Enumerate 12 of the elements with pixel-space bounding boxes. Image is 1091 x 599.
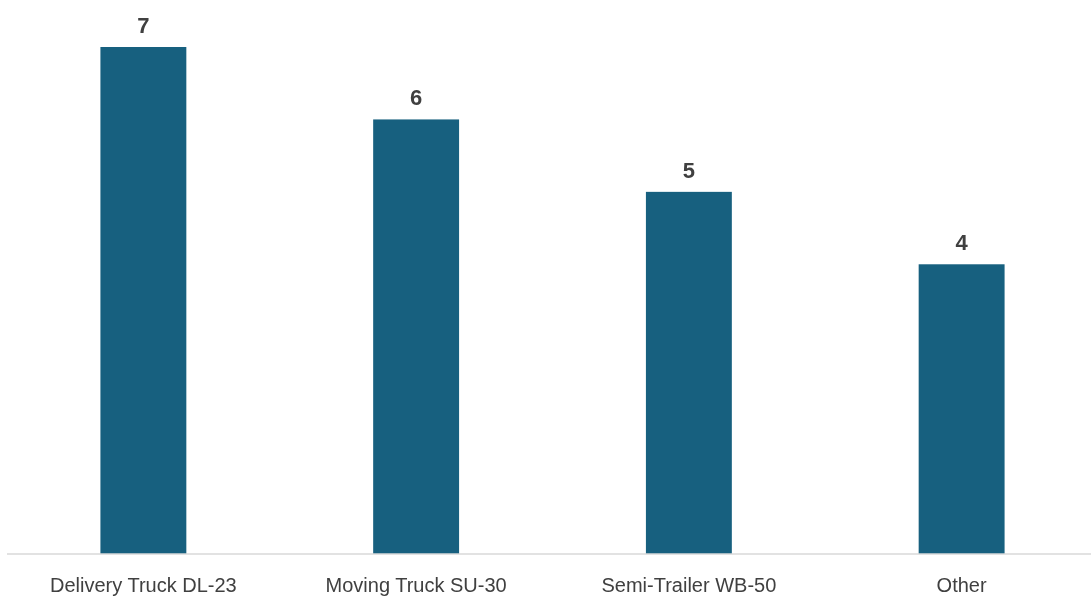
- data-label: 4: [955, 230, 969, 256]
- x-tick-label: Delivery Truck DL-23: [50, 574, 237, 596]
- bar: [645, 191, 732, 554]
- data-label: 7: [137, 13, 150, 38]
- bar: [373, 119, 460, 554]
- data-label: 6: [410, 85, 423, 111]
- bar: [100, 47, 187, 554]
- bar: [918, 264, 1005, 554]
- x-tick-label: Semi-Trailer WB-50: [601, 574, 777, 596]
- data-label: 5: [682, 157, 695, 183]
- x-tick-label: Moving Truck SU-30: [325, 574, 507, 596]
- x-tick-label: Other: [936, 574, 987, 596]
